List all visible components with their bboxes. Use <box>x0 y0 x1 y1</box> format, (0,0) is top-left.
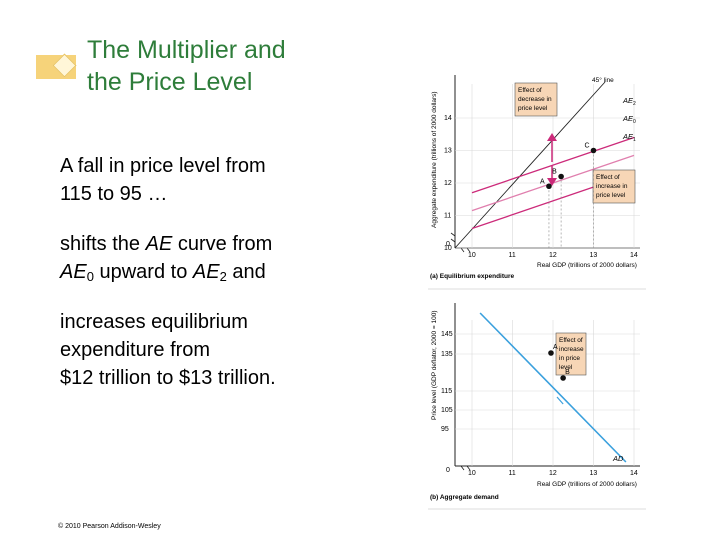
chart-b-annotation-line-1: Effect of <box>559 337 583 344</box>
chart-b-caption: (b) Aggregate demand <box>430 494 499 501</box>
chart-a-arrowhead-up-1 <box>547 133 557 141</box>
chart-b: 10 11 12 13 14 95 105 115 135 145 Effect of incre… <box>428 303 646 510</box>
chart-a-xtick-2: 12 <box>549 252 557 259</box>
chart-a-ytick-3: 13 <box>444 148 452 155</box>
paragraph-3-line-3: $12 trillion to $13 trillion. <box>60 367 276 389</box>
paragraph-3-line-1: increases equilibrium <box>60 311 248 333</box>
chart-a-origin: 0 <box>446 241 450 248</box>
chart-b-lines <box>479 312 627 463</box>
paragraph-3: increases equilibrium expenditure from $… <box>60 308 276 392</box>
chart-b-points: AB <box>548 344 570 381</box>
chart-a-point-a <box>546 183 552 190</box>
chart-a-label-ae2: AE2 <box>622 96 636 107</box>
chart-a-point-label-a: A <box>540 178 545 185</box>
chart-a-points: AB C <box>540 143 597 248</box>
chart-a-ytick-0: 10 <box>444 245 452 252</box>
chart-a-xtick-4: 14 <box>630 252 638 259</box>
paragraph-1: A fall in price level from 115 to 95 … <box>60 152 266 208</box>
chart-a-ticks: 10 11 12 13 14 10 11 12 13 14 <box>444 115 638 259</box>
chart-a-y-break <box>450 232 456 243</box>
slide-title: The Multiplier and the Price Level <box>87 34 286 98</box>
chart-a-label-ae0: AE0 <box>622 114 636 125</box>
paragraph-3-line-2: expenditure from <box>60 339 211 361</box>
chart-a-ytick-1: 11 <box>444 213 451 220</box>
paragraph-2-line-1: shifts the AE curve from <box>60 230 272 258</box>
chart-a: 10 11 12 13 14 10 11 12 13 14 Effect of decrease … <box>428 75 646 290</box>
chart-b-annotation-line-3: in price <box>559 355 580 362</box>
chart-a-x-break <box>460 247 471 253</box>
chart-b-ytick-4: 145 <box>441 331 453 338</box>
chart-b-xtick-4: 14 <box>630 470 638 477</box>
p2-upward-to: upward to <box>93 261 193 283</box>
chart-a-annotation-decrease-line-1: Effect of <box>518 87 542 94</box>
chart-b-point-label-b: B <box>565 369 570 376</box>
chart-a-ytick-4: 14 <box>444 115 452 122</box>
chart-a-annotation-increase-line-1: Effect of <box>596 174 620 181</box>
chart-a-point-label-c: C <box>585 143 590 150</box>
chart-b-ticks: 10 11 12 13 14 95 105 115 135 145 <box>441 331 638 477</box>
title-line-1: The Multiplier and <box>87 36 286 64</box>
chart-b-origin: 0 <box>446 467 450 474</box>
paragraph-1-line-2: 115 to 95 … <box>60 183 168 205</box>
chart-b-xtick-3: 13 <box>590 470 598 477</box>
chart-a-annotation-increase-box <box>592 169 636 204</box>
p2-and: and <box>226 261 266 283</box>
chart-b-ytick-0: 95 <box>441 426 449 433</box>
chart-a-gridlines <box>455 84 640 249</box>
paragraph-1-line-1: A fall in price level from <box>60 155 266 177</box>
chart-a-series-ae2 <box>471 136 635 194</box>
chart-b-ytick-1: 105 <box>441 407 453 414</box>
chart-a-arrowhead-down <box>547 178 557 186</box>
chart-b-annotation-box <box>555 332 587 376</box>
chart-a-y-label: Aggregate expenditure (trillions of 2000… <box>431 91 438 228</box>
chart-b-label-ad: AD <box>612 454 624 463</box>
chart-a-annotation-increase-line-2: increase in <box>596 183 628 190</box>
chart-b-x-break <box>460 465 471 471</box>
chart-a-annotation-decrease-box <box>514 82 558 117</box>
chart-a-ytick-2: 12 <box>444 180 452 187</box>
chart-b-point-label-a: A <box>553 344 558 351</box>
chart-a-caption: (a) Equilibrium expenditure <box>430 273 515 280</box>
p2-text-c: curve from <box>172 233 273 255</box>
chart-b-ytick-3: 135 <box>441 351 453 358</box>
p2-text-a: shifts the <box>60 233 146 255</box>
p2-sub-0: 0 <box>86 269 94 284</box>
chart-a-xtick-1: 11 <box>509 252 516 259</box>
chart-b-point-a <box>548 350 554 356</box>
chart-a-series-45line <box>454 81 606 249</box>
title-line-2: the Price Level <box>87 68 253 96</box>
paragraph-2-line-2: AE0 upward to AE2 and <box>60 258 272 291</box>
chart-a-xtick-0: 10 <box>468 252 476 259</box>
chart-a-annotation-decrease-line-2: decrease in <box>518 96 552 103</box>
p2-ae0: AE <box>60 261 87 283</box>
chart-a-label-ae1: AE1 <box>622 132 636 143</box>
copyright-footer: © 2010 Pearson Addison-Wesley <box>58 523 161 530</box>
chart-a-label-45-line: 45° line <box>592 76 614 84</box>
chart-b-annotation-line-2: increase <box>559 346 584 353</box>
chart-a-x-label: Real GDP (trillions of 2000 dollars) <box>537 262 637 269</box>
chart-b-xtick-0: 10 <box>468 470 476 477</box>
p2-ae2: AE <box>192 261 220 283</box>
chart-b-x-label: Real GDP (trillions of 2000 dollars) <box>537 481 637 488</box>
p2-ae-italic: AE <box>145 233 173 255</box>
chart-a-point-label-b: B <box>552 169 557 176</box>
chart-b-ytick-2: 115 <box>441 388 452 395</box>
chart-b-xtick-2: 12 <box>549 470 557 477</box>
p2-sub-2: 2 <box>219 269 227 284</box>
chart-b-xtick-1: 11 <box>509 470 516 477</box>
chart-a-xtick-3: 13 <box>590 252 598 259</box>
chart-a-point-b <box>558 173 564 180</box>
chart-b-annotation-line-4: level <box>559 364 573 371</box>
chart-b-series-ad <box>479 312 627 463</box>
chart-a-annotation-decrease-line-3: price level <box>518 105 548 112</box>
paragraph-2: shifts the AE curve from AE0 upward to A… <box>60 230 272 291</box>
chart-b-y-label: Price level (GDP deflator, 2000 = 100) <box>431 310 438 420</box>
chart-a-point-c <box>590 147 597 154</box>
chart-a-annotation-increase-line-3: price level <box>596 192 626 199</box>
chart-b-movement-arrow <box>556 396 564 405</box>
chart-b-point-b <box>560 375 566 381</box>
chart-b-gridlines <box>455 320 640 466</box>
